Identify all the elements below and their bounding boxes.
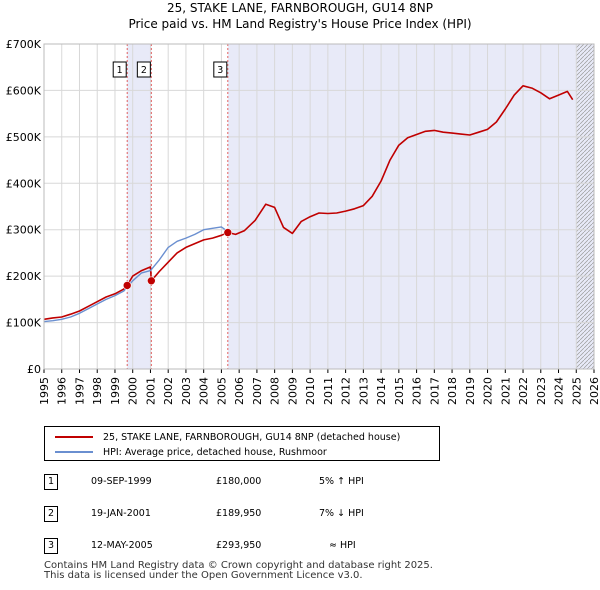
- sale-marker-label: 2: [141, 65, 147, 76]
- x-tick-label: 2025: [570, 377, 583, 405]
- sale-hpi-delta: 5% ↑ HPI: [319, 476, 364, 487]
- sale-point: [122, 281, 132, 290]
- x-tick-label: 2026: [588, 377, 600, 405]
- x-tick-label: 2017: [428, 377, 441, 405]
- x-tick-label: 2008: [269, 377, 282, 405]
- x-tick-label: 2021: [499, 377, 512, 405]
- y-tick-label: £100K: [6, 317, 42, 330]
- x-tick-label: 2022: [517, 377, 530, 405]
- legend-item-price: 25, STAKE LANE, FARNBOROUGH, GU14 8NP (d…: [55, 430, 400, 444]
- hpi-line: [43, 226, 229, 323]
- y-tick-label: £500K: [6, 131, 42, 144]
- x-tick-label: 1997: [73, 377, 86, 405]
- y-tick-label: £200K: [6, 270, 42, 283]
- x-tick-label: 2020: [482, 377, 495, 405]
- sale-hpi-delta: ≈ HPI: [329, 540, 356, 551]
- plot-frame: [43, 43, 595, 370]
- x-tick-label: 2003: [180, 377, 193, 405]
- forecast-hatch-region: [576, 44, 594, 369]
- legend-item-hpi: HPI: Average price, detached house, Rush…: [55, 445, 327, 459]
- x-tick-label: 2009: [286, 377, 299, 405]
- sale-price: £180,000: [216, 476, 262, 487]
- x-tick-label: 2007: [251, 377, 264, 405]
- x-tick-label: 2013: [357, 377, 370, 405]
- x-tick-label: 1995: [38, 377, 51, 405]
- x-tick-label: 2016: [411, 377, 424, 405]
- sale-row: 2 19-JAN-2001 £189,950 7% ↓ HPI: [44, 506, 444, 524]
- sale-row: 1 09-SEP-1999 £180,000 5% ↑ HPI: [44, 474, 444, 492]
- legend-swatch-price: [55, 436, 93, 438]
- x-tick-label: 2018: [446, 377, 459, 405]
- y-tick-label: £600K: [6, 84, 42, 97]
- x-tick-label: 2005: [215, 377, 228, 405]
- x-tick-label: 2014: [375, 377, 388, 405]
- sale-row: 3 12-MAY-2005 £293,950 ≈ HPI: [44, 538, 444, 556]
- chart-title: 25, STAKE LANE, FARNBOROUGH, GU14 8NP: [166, 1, 434, 15]
- sale-marker-box: 2: [44, 506, 58, 522]
- x-tick-label: 2015: [393, 377, 406, 405]
- sale-marker-box: 1: [44, 474, 58, 490]
- y-tick-label: £300K: [6, 224, 42, 237]
- legend-label-hpi: HPI: Average price, detached house, Rush…: [103, 446, 327, 458]
- x-tick-label: 1998: [91, 377, 104, 405]
- footer-licence: This data is licensed under the Open Gov…: [44, 570, 363, 581]
- x-tick-label: 2000: [127, 377, 140, 405]
- legend-swatch-hpi: [55, 451, 93, 453]
- x-tick-label: 2002: [162, 377, 175, 405]
- x-tick-label: 2001: [144, 377, 157, 405]
- sale-marker-label-box: [136, 61, 151, 78]
- x-tick-label: 2011: [322, 377, 335, 405]
- sale-price: £189,950: [216, 508, 262, 519]
- x-tick-label: 2012: [340, 377, 353, 405]
- legend: 25, STAKE LANE, FARNBOROUGH, GU14 8NP (d…: [44, 426, 440, 461]
- footer-copyright: Contains HM Land Registry data © Crown c…: [44, 560, 433, 571]
- chart-subtitle: Price paid vs. HM Land Registry's House …: [128, 17, 472, 31]
- sale-date: 19-JAN-2001: [91, 508, 151, 519]
- sale-price: £293,950: [216, 540, 262, 551]
- x-tick-label: 1999: [109, 377, 122, 405]
- sale-marker-label-box: [213, 61, 228, 78]
- y-tick-label: £400K: [6, 177, 42, 190]
- sale-hpi-delta: 7% ↓ HPI: [319, 508, 364, 519]
- sale-marker-box: 3: [44, 538, 58, 554]
- price-chart: 1 2 3 £0 £100K £200K £300K £400K £500K £600K £700…: [6, 38, 600, 405]
- y-tick-label: £0: [27, 363, 41, 376]
- shaded-ownership-period: [227, 44, 594, 369]
- sale-point: [223, 228, 233, 237]
- sale-marker-label: 1: [117, 65, 123, 76]
- legend-label-price: 25, STAKE LANE, FARNBOROUGH, GU14 8NP (d…: [103, 431, 401, 443]
- shaded-ownership-period: [127, 44, 152, 369]
- sale-date: 12-MAY-2005: [91, 540, 153, 551]
- x-tick-label: 1996: [56, 377, 69, 405]
- x-tick-label: 2010: [304, 377, 317, 405]
- x-tick-label: 2019: [464, 377, 477, 405]
- y-tick-label: £700K: [6, 38, 42, 51]
- sale-point: [147, 276, 156, 286]
- x-tick-label: 2024: [553, 377, 566, 405]
- x-tick-label: 2023: [535, 377, 548, 405]
- sale-marker-label: 3: [217, 65, 223, 76]
- sale-date: 09-SEP-1999: [91, 476, 152, 487]
- footer: Contains HM Land Registry data © Crown c…: [44, 561, 433, 581]
- x-tick-label: 2006: [233, 377, 246, 405]
- x-tick-label: 2004: [198, 377, 211, 405]
- sale-marker-label-box: [112, 61, 127, 78]
